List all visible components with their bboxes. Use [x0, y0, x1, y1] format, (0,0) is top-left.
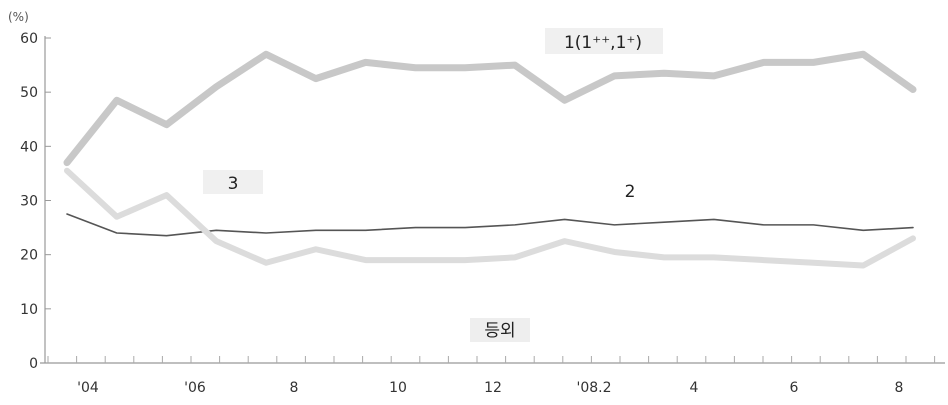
x-axis: '04 '06 8 10 12 '08.2 4 6 8 — [40, 356, 945, 396]
x-tick-label: 6 — [790, 380, 799, 396]
series-label-2: 2 — [625, 182, 636, 202]
y-unit-label: (%) — [8, 10, 29, 24]
series-label-bg-3 — [203, 170, 263, 194]
x-tick-label: 12 — [484, 380, 502, 396]
series-layer — [63, 50, 917, 269]
series-label-bg-1 — [545, 28, 663, 54]
series-label-3: 3 — [228, 174, 239, 194]
y-tick-label: 0 — [29, 356, 38, 372]
label-layer: 1(1⁺⁺,1⁺) 3 2 등외 — [203, 28, 663, 342]
y-tick-label: 60 — [20, 31, 38, 47]
y-tick-label: 50 — [20, 85, 38, 101]
x-tick-label: '08.2 — [576, 380, 611, 396]
x-tick-label: '06 — [184, 380, 206, 396]
x-tick-label: 10 — [389, 380, 407, 396]
annotation-label: 등외 — [484, 321, 515, 341]
y-tick-label: 30 — [20, 194, 38, 210]
x-tick-label: 4 — [690, 380, 699, 396]
y-tick-label: 10 — [20, 302, 38, 318]
annotation-bg — [470, 318, 530, 342]
y-tick-label: 40 — [20, 139, 38, 155]
y-tick-label: 20 — [20, 248, 38, 264]
x-tick-label: '04 — [77, 380, 99, 396]
series-line-3 — [64, 167, 916, 269]
x-tick-label: 8 — [895, 380, 904, 396]
series-label-1: 1(1⁺⁺,1⁺) — [564, 33, 642, 53]
series-line-1 — [63, 50, 917, 167]
x-tick-label: 8 — [290, 380, 299, 396]
y-axis: (%) 0 10 20 30 40 50 60 — [8, 10, 51, 372]
